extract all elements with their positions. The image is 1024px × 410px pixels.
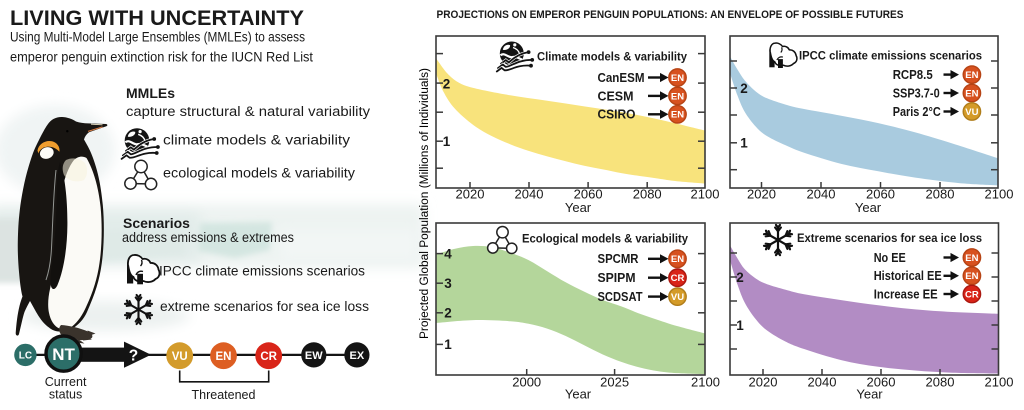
svg-text:EW: EW xyxy=(305,350,323,362)
svg-text:IPCC climate emissions scenari: IPCC climate emissions scenarios xyxy=(799,51,982,63)
svg-text:2: 2 xyxy=(740,81,748,96)
svg-text:EN: EN xyxy=(671,254,684,265)
svg-text:Year: Year xyxy=(565,200,592,215)
svg-text:extreme scenarios for sea ice: extreme scenarios for sea ice loss xyxy=(160,299,369,314)
svg-text:Threatened: Threatened xyxy=(192,388,256,402)
svg-text:1: 1 xyxy=(443,134,451,149)
svg-text:EN: EN xyxy=(671,91,684,102)
svg-text:?: ? xyxy=(129,347,138,364)
svg-text:1: 1 xyxy=(740,136,748,151)
svg-text:LC: LC xyxy=(19,351,32,362)
svg-text:EN: EN xyxy=(671,110,684,121)
svg-text:2080: 2080 xyxy=(633,187,662,202)
svg-text:2040: 2040 xyxy=(808,374,837,389)
svg-text:2060: 2060 xyxy=(867,374,896,389)
svg-text:Year: Year xyxy=(856,386,883,401)
svg-text:CESM: CESM xyxy=(598,89,634,103)
svg-text:capture structural & natural v: capture structural & natural variability xyxy=(126,104,370,119)
svg-text:EN: EN xyxy=(965,89,978,100)
svg-text:Increase EE: Increase EE xyxy=(874,287,938,301)
svg-text:2080: 2080 xyxy=(926,187,955,202)
svg-text:Projected Global Population (M: Projected Global Population (Millions of… xyxy=(419,68,431,339)
svg-text:2: 2 xyxy=(443,76,451,91)
svg-text:SSP3.7-0: SSP3.7-0 xyxy=(893,87,940,101)
svg-text:2040: 2040 xyxy=(515,187,544,202)
svg-text:2060: 2060 xyxy=(574,187,603,202)
svg-text:Using Multi-Model Large Ensemb: Using Multi-Model Large Ensembles (MMLEs… xyxy=(10,30,305,45)
svg-text:SPIPM: SPIPM xyxy=(598,271,636,285)
svg-text:CR: CR xyxy=(671,273,685,284)
svg-text:EN: EN xyxy=(965,271,978,282)
svg-text:2000: 2000 xyxy=(512,374,541,389)
svg-text:3: 3 xyxy=(444,276,452,291)
svg-text:2040: 2040 xyxy=(807,187,836,202)
svg-text:address emissions & extremes: address emissions & extremes xyxy=(122,230,294,245)
svg-text:2025: 2025 xyxy=(600,374,629,389)
svg-text:2080: 2080 xyxy=(926,374,955,389)
svg-text:climate models & variability: climate models & variability xyxy=(163,133,350,148)
svg-text:VU: VU xyxy=(671,292,684,303)
svg-text:No EE: No EE xyxy=(874,251,906,265)
svg-text:emperor penguin extinction ris: emperor penguin extinction risk for the … xyxy=(10,50,313,65)
svg-text:IPCC climate emissions scenari: IPCC climate emissions scenarios xyxy=(159,264,365,279)
svg-text:Scenarios: Scenarios xyxy=(123,215,190,231)
svg-text:CanESM: CanESM xyxy=(598,71,645,85)
svg-text:VU: VU xyxy=(172,351,188,363)
svg-text:EN: EN xyxy=(965,253,978,264)
svg-text:SPCMR: SPCMR xyxy=(598,252,639,266)
svg-text:ecological models & variabilit: ecological models & variability xyxy=(163,166,355,181)
svg-text:MMLEs: MMLEs xyxy=(126,85,175,101)
svg-text:2: 2 xyxy=(444,306,452,321)
svg-text:Climate models & variability: Climate models & variability xyxy=(537,52,688,64)
svg-text:Historical EE: Historical EE xyxy=(874,269,942,283)
svg-text:EX: EX xyxy=(350,350,365,362)
svg-text:2: 2 xyxy=(736,270,744,285)
svg-text:2100: 2100 xyxy=(985,187,1014,202)
svg-text:Year: Year xyxy=(565,386,592,401)
svg-text:4: 4 xyxy=(444,246,452,261)
svg-text:1: 1 xyxy=(736,318,744,333)
svg-text:NT: NT xyxy=(52,345,75,364)
svg-text:CSIRO: CSIRO xyxy=(598,108,636,122)
svg-text:CR: CR xyxy=(965,289,979,300)
svg-text:Extreme scenarios for sea ice: Extreme scenarios for sea ice loss xyxy=(797,233,982,245)
svg-text:2020: 2020 xyxy=(456,187,485,202)
svg-text:Current: Current xyxy=(45,375,87,389)
svg-text:Paris 2°C: Paris 2°C xyxy=(893,105,941,119)
svg-text:PROJECTIONS ON EMPEROR PENGUIN: PROJECTIONS ON EMPEROR PENGUIN POPULATIO… xyxy=(437,9,904,21)
svg-text:2100: 2100 xyxy=(691,187,720,202)
svg-text:LIVING WITH UNCERTAINTY: LIVING WITH UNCERTAINTY xyxy=(10,7,304,30)
svg-text:1: 1 xyxy=(444,337,452,352)
svg-text:EN: EN xyxy=(671,73,684,84)
svg-text:EN: EN xyxy=(965,70,978,81)
svg-text:2020: 2020 xyxy=(747,187,776,202)
svg-text:RCP8.5: RCP8.5 xyxy=(893,68,933,82)
svg-text:Ecological models & variabilit: Ecological models & variability xyxy=(522,233,689,245)
svg-text:EN: EN xyxy=(216,351,232,363)
svg-text:VU: VU xyxy=(965,107,978,118)
svg-text:SCDSAT: SCDSAT xyxy=(598,290,643,304)
svg-text:Year: Year xyxy=(855,200,882,215)
svg-text:status: status xyxy=(49,387,82,401)
svg-text:2100: 2100 xyxy=(985,374,1014,389)
svg-text:CR: CR xyxy=(260,351,277,363)
svg-text:2060: 2060 xyxy=(866,187,895,202)
svg-text:2020: 2020 xyxy=(749,374,778,389)
svg-text:2100: 2100 xyxy=(691,374,720,389)
